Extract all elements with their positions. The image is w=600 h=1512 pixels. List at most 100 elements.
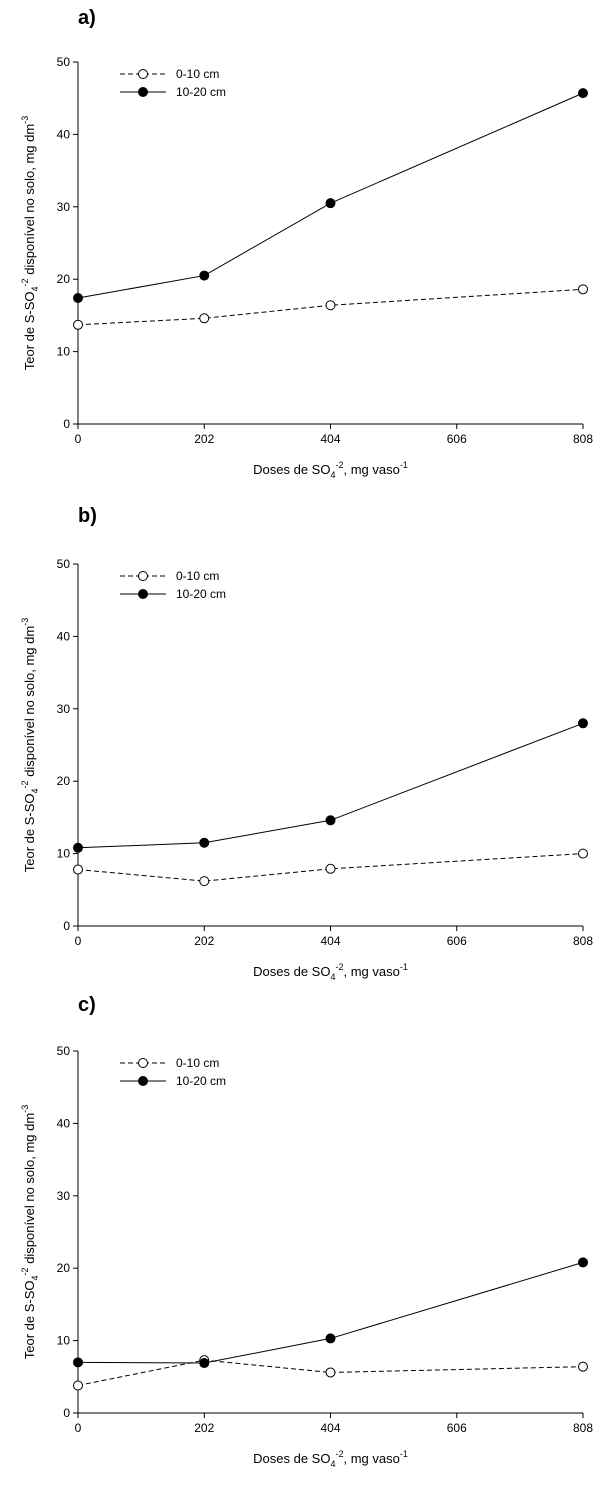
data-point-10-20 cm: [199, 270, 210, 281]
x-tick-label: 404: [320, 1421, 340, 1435]
data-point-10-20 cm: [73, 293, 83, 304]
data-point-0-10 cm: [325, 1367, 336, 1378]
series-line-0-10 cm: [77, 853, 584, 882]
y-axis-label-text: Teor de S-SO: [22, 793, 37, 872]
data-point-10-20 cm: [325, 198, 336, 209]
y-tick-label: 0: [63, 1406, 70, 1420]
legend-marker: [138, 1058, 148, 1068]
legend-label: 0-10 cm: [176, 569, 219, 583]
x-axis-label-text: Doses de SO: [253, 1451, 330, 1466]
y-tick-label: 50: [57, 1044, 71, 1058]
x-axis-label-text: , mg vaso: [343, 964, 399, 979]
data-point-0-10 cm: [578, 284, 588, 295]
panel-label: b): [78, 505, 97, 527]
y-tick-label: 20: [57, 774, 71, 788]
y-axis-label: Teor de S-SO4-2 disponível no solo, mg d…: [20, 1105, 40, 1359]
x-axis-label-text: , mg vaso: [343, 1451, 399, 1466]
y-axis-label-text: Teor de S-SO: [22, 291, 37, 370]
legend-marker: [138, 571, 148, 581]
legend-label: 10-20 cm: [176, 85, 226, 99]
x-axis-label-superscript: -1: [400, 1449, 408, 1459]
y-tick-label: 40: [57, 1116, 71, 1130]
y-axis-label-subscript: 4: [30, 286, 40, 291]
data-point-10-20 cm: [73, 842, 83, 853]
data-point-10-20 cm: [73, 1357, 83, 1368]
data-point-0-10 cm: [578, 848, 588, 859]
y-tick-label: 30: [57, 1189, 71, 1203]
legend-marker: [138, 87, 148, 97]
x-axis-label-superscript: -2: [335, 1449, 343, 1459]
x-tick-label: 202: [194, 1421, 214, 1435]
panel-label: a): [78, 7, 96, 29]
data-point-10-20 cm: [199, 1358, 210, 1369]
x-axis-label-superscript: -1: [400, 962, 408, 972]
y-axis-label-text: disponível no solo, mg dm: [22, 124, 37, 279]
x-tick-label: 808: [573, 432, 593, 446]
y-tick-label: 40: [57, 127, 71, 141]
y-tick-label: 0: [63, 919, 70, 933]
x-tick-label: 0: [75, 432, 82, 446]
legend-label: 10-20 cm: [176, 587, 226, 601]
y-axis-label-superscript: -3: [20, 618, 30, 626]
data-point-0-10 cm: [73, 864, 83, 875]
y-axis-label: Teor de S-SO4-2 disponível no solo, mg d…: [20, 618, 40, 872]
y-axis-label-superscript: -2: [20, 278, 30, 286]
x-axis-label: Doses de SO4-2, mg vaso-1: [253, 460, 408, 480]
legend-marker: [138, 69, 148, 79]
x-axis-label-superscript: -1: [400, 460, 408, 470]
y-tick-label: 10: [57, 345, 71, 359]
data-point-10-20 cm: [578, 718, 588, 729]
data-point-10-20 cm: [578, 88, 588, 99]
data-point-0-10 cm: [199, 313, 210, 324]
x-axis-label-text: Doses de SO: [253, 964, 330, 979]
x-tick-label: 606: [447, 432, 467, 446]
y-axis-label-superscript: -2: [20, 780, 30, 788]
y-tick-label: 10: [57, 1334, 71, 1348]
y-tick-label: 50: [57, 557, 71, 571]
x-axis-label-superscript: -2: [335, 460, 343, 470]
data-point-10-20 cm: [325, 815, 336, 826]
y-tick-label: 50: [57, 55, 71, 69]
y-tick-label: 10: [57, 847, 71, 861]
legend-marker: [138, 589, 148, 599]
x-tick-label: 808: [573, 934, 593, 948]
y-axis-label-superscript: -3: [20, 116, 30, 124]
legend-label: 10-20 cm: [176, 1074, 226, 1088]
x-tick-label: 0: [75, 934, 82, 948]
data-point-0-10 cm: [325, 863, 336, 874]
x-axis-label: Doses de SO4-2, mg vaso-1: [253, 962, 408, 982]
y-axis-label-text: Teor de S-SO: [22, 1280, 37, 1359]
y-axis-label-text: disponível no solo, mg dm: [22, 1113, 37, 1268]
panel-label: c): [78, 994, 96, 1016]
y-axis-label-subscript: 4: [30, 1275, 40, 1280]
y-tick-label: 0: [63, 417, 70, 431]
x-axis-label: Doses de SO4-2, mg vaso-1: [253, 1449, 408, 1469]
legend-label: 0-10 cm: [176, 67, 219, 81]
y-axis-label: Teor de S-SO4-2 disponível no solo, mg d…: [20, 116, 40, 370]
y-tick-label: 30: [57, 200, 71, 214]
series-line-0-10 cm: [77, 288, 584, 326]
data-point-0-10 cm: [325, 300, 336, 311]
data-point-0-10 cm: [73, 319, 83, 330]
series-line-10-20 cm: [77, 722, 584, 849]
x-tick-label: 404: [320, 934, 340, 948]
y-axis-label-superscript: -3: [20, 1105, 30, 1113]
series-line-0-10 cm: [77, 1359, 584, 1386]
x-tick-label: 808: [573, 1421, 593, 1435]
data-point-0-10 cm: [578, 1361, 588, 1372]
x-axis-label-text: Doses de SO: [253, 462, 330, 477]
series-line-10-20 cm: [77, 92, 584, 299]
x-axis-label-subscript: 4: [330, 972, 335, 982]
legend-label: 0-10 cm: [176, 1056, 219, 1070]
y-tick-label: 20: [57, 1261, 71, 1275]
data-point-10-20 cm: [199, 837, 210, 848]
y-tick-label: 20: [57, 272, 71, 286]
x-tick-label: 202: [194, 934, 214, 948]
x-axis-label-subscript: 4: [330, 1459, 335, 1469]
legend-marker: [138, 1076, 148, 1086]
x-tick-label: 202: [194, 432, 214, 446]
